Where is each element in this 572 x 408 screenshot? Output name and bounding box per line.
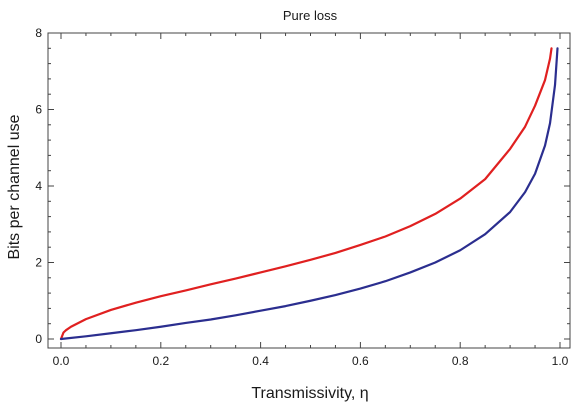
x-tick-label: 0.0 — [53, 354, 70, 368]
y-tick-label: 2 — [35, 256, 42, 270]
x-axis-ticks: 0.0 0.2 0.4 0.6 0.8 1.0 — [53, 33, 569, 368]
y-axis-ticks: 0 2 4 6 8 — [35, 26, 570, 346]
y-tick-label: 6 — [35, 103, 42, 117]
series-line-blue — [59, 47, 559, 341]
x-tick-label: 1.0 — [552, 354, 569, 368]
x-axis-title: Transmissivity, η — [251, 385, 368, 402]
chart-title: Pure loss — [283, 8, 338, 23]
series-line-red — [59, 47, 553, 341]
y-axis-title: Bits per channel use — [6, 114, 23, 259]
y-tick-label: 8 — [35, 26, 42, 40]
y-tick-label: 0 — [35, 332, 42, 346]
series-layer — [59, 47, 559, 341]
plot-frame — [47, 32, 571, 349]
y-tick-label: 4 — [35, 179, 42, 193]
x-tick-label: 0.2 — [152, 354, 169, 368]
x-tick-label: 0.6 — [352, 354, 369, 368]
plot-border — [47, 32, 571, 349]
x-tick-label: 0.8 — [452, 354, 469, 368]
x-tick-label: 0.4 — [252, 354, 269, 368]
